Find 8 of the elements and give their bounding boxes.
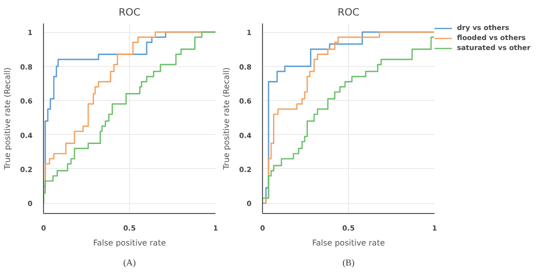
y-axis-title: True positive rate (Recall)	[3, 67, 12, 171]
chart-title: ROC	[338, 8, 360, 18]
y-axis-title: True positive rate (Recall)	[222, 67, 232, 171]
chart-title: ROC	[118, 8, 140, 18]
x-axis-title: False positive rate	[93, 238, 166, 248]
x-axis-title: False positive rate	[312, 238, 385, 248]
text: (B)	[342, 258, 354, 268]
text: (A)	[123, 258, 136, 268]
